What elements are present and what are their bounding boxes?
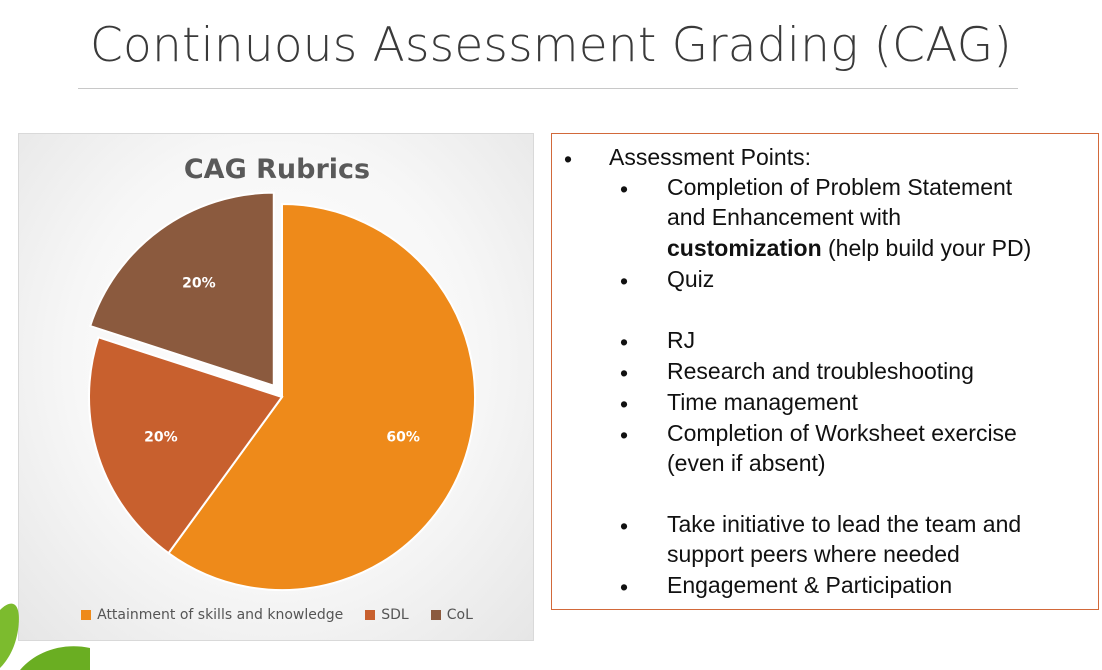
pie-chart: CAG Rubrics 60% 20% 20% <box>88 154 476 591</box>
title-divider <box>78 88 1018 89</box>
bullet-dot: • <box>620 513 629 539</box>
chart-title: CAG Rubrics <box>184 154 370 185</box>
item-worksheet-line1: Completion of Worksheet exercise <box>667 420 1017 446</box>
customization-rest-text: (help build your PD) <box>821 235 1032 261</box>
slice-col <box>88 191 275 388</box>
legend-swatch <box>430 610 441 620</box>
legend-label: CoL <box>446 607 473 623</box>
item-worksheet-line2: (even if absent) <box>667 450 826 476</box>
legend-item-attainment: Attainment of skills and knowledge <box>81 607 343 623</box>
slice-attainment <box>167 202 476 591</box>
data-label-sdl: 20% <box>144 429 178 445</box>
slice-sdl <box>88 336 284 555</box>
bullet-dot: • <box>620 391 629 417</box>
bullet-dot: • <box>564 146 573 172</box>
item-problem-statement-line2: and Enhancement with <box>667 204 901 230</box>
legend-item-sdl: SDL <box>365 607 409 623</box>
data-label-attainment: 60% <box>386 429 420 445</box>
item-rj: RJ <box>667 327 696 353</box>
assessment-heading: Assessment Points: <box>609 144 811 170</box>
bullet-dot: • <box>620 268 629 294</box>
chart-legend: Attainment of skills and knowledge SDL C… <box>19 607 535 623</box>
bullet-dot: • <box>620 360 629 386</box>
item-initiative-line1: Take initiative to lead the team and <box>667 511 1022 537</box>
item-quiz: Quiz <box>667 266 715 292</box>
slide-title: Continuous Assessment Grading (CAG) <box>90 18 1012 73</box>
bullet-dot: • <box>620 574 629 600</box>
customization-bold-text: customization <box>667 235 822 261</box>
bullet-dot: • <box>620 422 629 448</box>
bullet-dot: • <box>620 329 629 355</box>
item-time-management: Time management <box>667 389 858 415</box>
legend-label: Attainment of skills and knowledge <box>97 607 344 623</box>
legend-item-col: CoL <box>430 607 473 623</box>
legend-swatch <box>365 610 376 620</box>
item-problem-statement-line3: customization (help build your PD) <box>667 233 1031 264</box>
item-initiative-line2: support peers where needed <box>667 541 960 567</box>
legend-label: SDL <box>381 607 409 623</box>
legend-swatch <box>81 610 92 620</box>
bullet-dot: • <box>620 176 629 202</box>
item-problem-statement-line1: Completion of Problem Statement <box>667 174 1013 200</box>
item-research: Research and troubleshooting <box>667 358 974 384</box>
assessment-points-box: • Assessment Points: • Completion of Pro… <box>551 133 1099 610</box>
pie-chart-panel: CAG Rubrics 60% 20% 20% Attainment of skil… <box>18 133 534 641</box>
data-label-col: 20% <box>182 276 216 292</box>
item-engagement: Engagement & Participation <box>667 572 953 598</box>
leaf-decoration <box>0 603 90 670</box>
